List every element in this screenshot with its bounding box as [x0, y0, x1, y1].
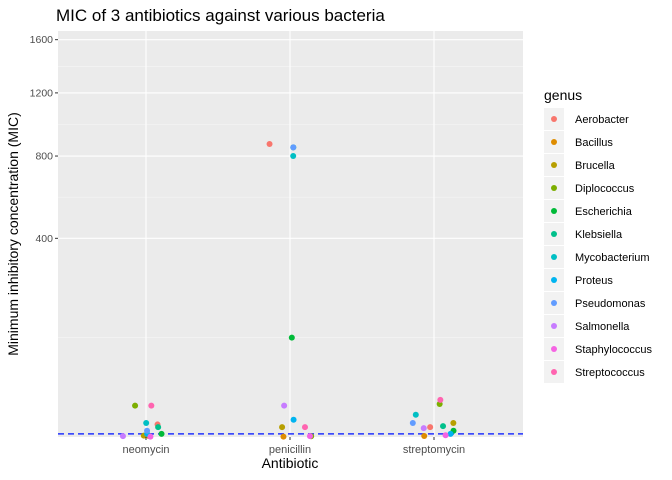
data-point — [281, 402, 288, 409]
x-tick-label: neomycin — [122, 444, 169, 456]
data-point — [447, 430, 454, 437]
data-points — [119, 141, 457, 440]
legend-key — [551, 116, 557, 122]
legend-key — [551, 208, 557, 214]
legend-label: Bacillus — [575, 137, 613, 149]
y-tick-label: 400 — [35, 233, 53, 245]
y-tick-label: 800 — [35, 151, 53, 163]
data-point — [450, 419, 457, 426]
data-point — [437, 396, 444, 403]
data-point — [290, 144, 297, 151]
legend-label: Diplococcus — [575, 183, 635, 195]
legend: genus Aerobacter Bacillus Brucella Diplococ… — [544, 87, 653, 383]
legend-key — [551, 346, 557, 352]
x-axis-label: Antibiotic — [262, 455, 319, 471]
data-point — [301, 424, 308, 431]
legend-label: Salmonella — [575, 321, 630, 333]
legend-label: Proteus — [575, 275, 613, 287]
data-point — [421, 433, 428, 440]
legend-key — [551, 231, 557, 237]
legend-label: Escherichia — [575, 206, 633, 218]
data-point — [148, 402, 155, 409]
legend-label: Streptococcus — [575, 367, 645, 379]
data-point — [144, 427, 151, 434]
y-tick-label: 1600 — [30, 34, 54, 46]
data-point — [158, 430, 165, 437]
y-axis-label: Minimum inhibitory concentration (MIC) — [5, 112, 21, 356]
data-point — [280, 433, 287, 440]
legend-title: genus — [544, 87, 582, 103]
legend-label: Staphylococcus — [575, 344, 653, 356]
legend-key — [551, 323, 557, 329]
data-point — [155, 424, 162, 431]
legend-key — [551, 300, 557, 306]
chart-title: MIC of 3 antibiotics against various bac… — [56, 6, 385, 25]
x-tick-label: streptomycin — [403, 444, 465, 456]
data-point — [290, 416, 297, 423]
data-point — [132, 402, 139, 409]
data-point — [119, 433, 126, 440]
y-tick-label: 1200 — [30, 87, 54, 99]
data-point — [412, 411, 419, 418]
data-point — [409, 419, 416, 426]
legend-key — [551, 369, 557, 375]
legend-key — [551, 139, 557, 145]
data-point — [306, 433, 313, 440]
data-point — [442, 432, 449, 439]
legend-key — [551, 254, 557, 260]
legend-key — [551, 162, 557, 168]
legend-label: Brucella — [575, 160, 616, 172]
data-point — [147, 433, 154, 440]
legend-key — [551, 277, 557, 283]
data-point — [266, 141, 273, 148]
legend-label: Aerobacter — [575, 114, 629, 126]
data-point — [427, 424, 434, 431]
x-tick-label: penicillin — [269, 444, 311, 456]
data-point — [420, 425, 427, 432]
data-point — [143, 419, 150, 426]
y-axis-ticks: 400 800 1200 1600 — [30, 34, 58, 245]
data-point — [288, 334, 295, 341]
data-point — [440, 423, 447, 430]
legend-label: Klebsiella — [575, 229, 623, 241]
legend-label: Pseudomonas — [575, 298, 646, 310]
x-axis-ticks: neomycin penicillin streptomycin — [122, 437, 465, 456]
legend-label: Mycobacterium — [575, 252, 650, 264]
legend-key — [551, 185, 557, 191]
data-point — [279, 424, 286, 431]
data-point — [290, 153, 297, 160]
